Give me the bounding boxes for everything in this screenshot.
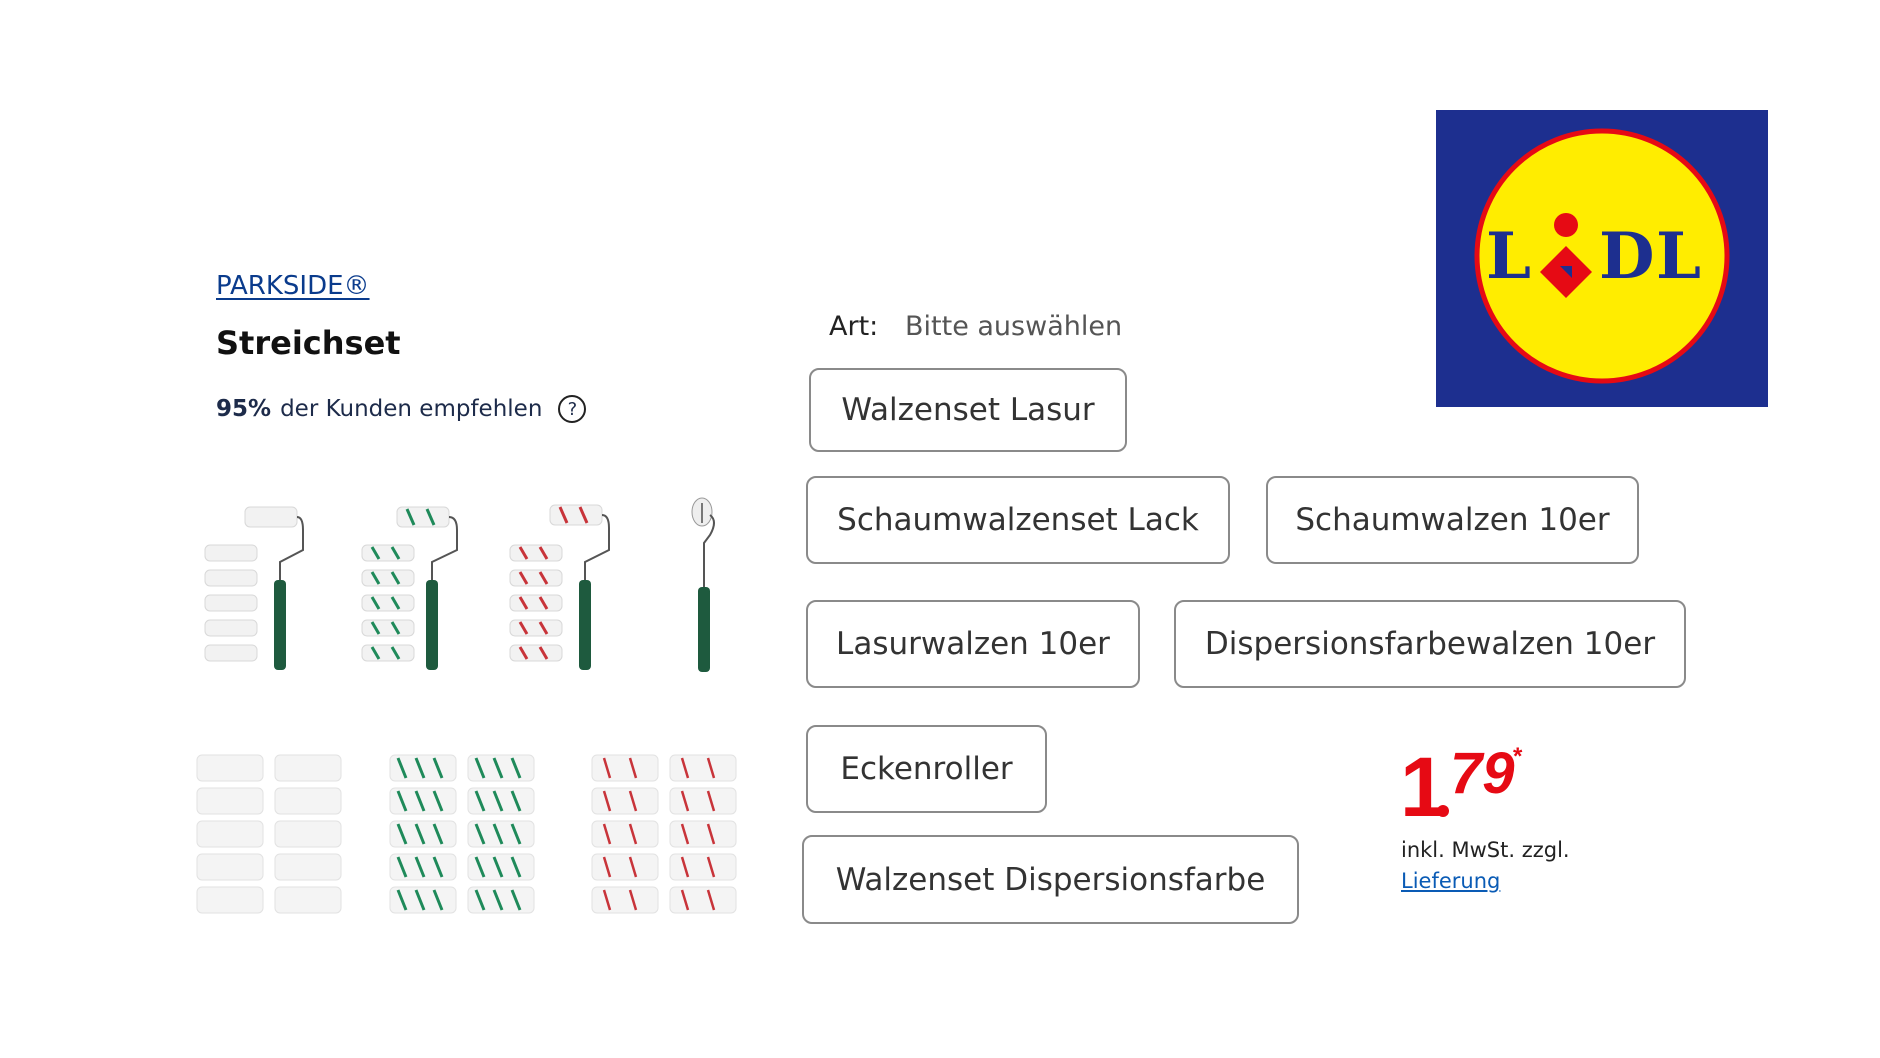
svg-text:L: L [1656, 219, 1701, 294]
corner-roller-image[interactable] [680, 495, 730, 680]
roller-set-green-stripe-image[interactable] [357, 500, 467, 675]
svg-text:L: L [1486, 219, 1531, 294]
lidl-logo: L D L [1436, 110, 1768, 407]
rollers-10-green-stripe-image[interactable] [388, 750, 538, 920]
option-dispersionsfarbewalzen-10er[interactable]: Dispersionsfarbewalzen 10er [1174, 600, 1686, 688]
recommend-text: der Kunden empfehlen [280, 396, 543, 422]
option-schaumwalzenset-lack[interactable]: Schaumwalzenset Lack [806, 476, 1230, 564]
rollers-10-red-stripe-image[interactable] [590, 750, 740, 920]
variant-label: Art: [829, 311, 879, 342]
option-walzenset-lasur[interactable]: Walzenset Lasur [809, 368, 1127, 452]
help-icon[interactable]: ? [558, 395, 587, 423]
price-decimal: 79 [1450, 741, 1515, 806]
delivery-link[interactable]: Lieferung [1401, 869, 1501, 893]
price-decimal-point [1437, 805, 1449, 817]
product-title: Streichset [216, 324, 401, 362]
option-walzenset-dispersionsfarbe[interactable]: Walzenset Dispersionsfarbe [802, 835, 1299, 924]
option-schaumwalzen-10er[interactable]: Schaumwalzen 10er [1266, 476, 1639, 564]
recommendation: 95% der Kunden empfehlen ? [216, 395, 587, 423]
brand-link[interactable]: PARKSIDE® [216, 271, 370, 301]
roller-set-white-image[interactable] [200, 500, 310, 675]
rollers-10-white-image[interactable] [195, 750, 345, 920]
recommend-percent: 95% [216, 396, 272, 422]
svg-text:D: D [1599, 219, 1655, 294]
price: 1 79 * [1400, 740, 1523, 828]
tax-note: inkl. MwSt. zzgl. [1401, 838, 1570, 862]
option-lasurwalzen-10er[interactable]: Lasurwalzen 10er [806, 600, 1140, 688]
option-eckenroller[interactable]: Eckenroller [806, 725, 1047, 813]
variant-selected-value: Bitte auswählen [905, 311, 1123, 342]
price-asterisk: * [1513, 743, 1523, 770]
roller-set-red-stripe-image[interactable] [505, 500, 615, 675]
